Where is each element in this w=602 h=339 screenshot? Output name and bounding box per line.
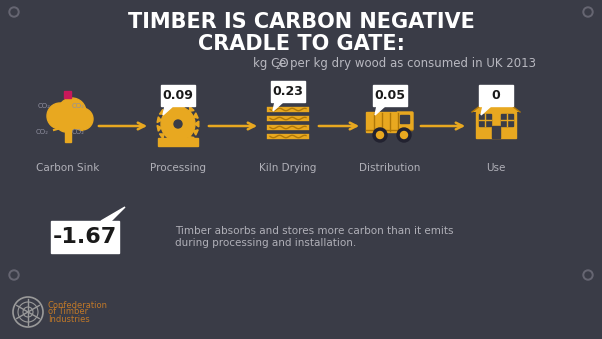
Text: -1.67: -1.67 bbox=[53, 227, 117, 247]
Polygon shape bbox=[163, 106, 173, 115]
FancyBboxPatch shape bbox=[266, 106, 310, 113]
FancyBboxPatch shape bbox=[51, 221, 119, 253]
Text: e per kg dry wood as consumed in UK 2013: e per kg dry wood as consumed in UK 2013 bbox=[279, 58, 536, 71]
Polygon shape bbox=[481, 106, 491, 115]
FancyBboxPatch shape bbox=[397, 112, 413, 130]
FancyBboxPatch shape bbox=[266, 115, 310, 122]
FancyBboxPatch shape bbox=[271, 81, 305, 102]
Bar bbox=[65, 126, 71, 142]
Text: Industries: Industries bbox=[48, 315, 90, 323]
Circle shape bbox=[583, 270, 593, 280]
Bar bbox=[64, 91, 71, 98]
Polygon shape bbox=[157, 117, 161, 122]
Circle shape bbox=[583, 7, 593, 17]
Text: 2: 2 bbox=[275, 62, 280, 71]
Text: CO₂: CO₂ bbox=[72, 129, 84, 135]
Polygon shape bbox=[173, 103, 179, 107]
Bar bbox=[501, 114, 513, 126]
Text: Distribution: Distribution bbox=[359, 163, 421, 173]
Text: during processing and installation.: during processing and installation. bbox=[175, 238, 356, 248]
FancyBboxPatch shape bbox=[479, 85, 513, 106]
Circle shape bbox=[174, 120, 182, 128]
Text: 0.05: 0.05 bbox=[374, 89, 406, 102]
Circle shape bbox=[11, 9, 17, 15]
Text: kg CO: kg CO bbox=[253, 58, 288, 71]
FancyBboxPatch shape bbox=[158, 138, 198, 146]
FancyBboxPatch shape bbox=[161, 85, 195, 106]
Bar bbox=[492, 126, 500, 138]
Circle shape bbox=[9, 7, 19, 17]
Circle shape bbox=[11, 272, 17, 278]
Circle shape bbox=[400, 132, 408, 139]
Polygon shape bbox=[182, 103, 187, 108]
Text: of Timber: of Timber bbox=[48, 307, 88, 317]
Text: 0: 0 bbox=[492, 89, 500, 102]
Text: TIMBER IS CARBON NEGATIVE: TIMBER IS CARBON NEGATIVE bbox=[128, 12, 474, 32]
Text: Confederation: Confederation bbox=[48, 300, 108, 310]
Circle shape bbox=[58, 98, 86, 126]
Polygon shape bbox=[190, 137, 194, 141]
FancyBboxPatch shape bbox=[373, 85, 407, 106]
Text: Use: Use bbox=[486, 163, 506, 173]
Polygon shape bbox=[472, 94, 520, 112]
Polygon shape bbox=[193, 113, 198, 118]
Polygon shape bbox=[195, 121, 199, 127]
Text: 0.09: 0.09 bbox=[163, 89, 193, 102]
Polygon shape bbox=[182, 140, 187, 145]
Polygon shape bbox=[101, 207, 125, 221]
Text: Kiln Drying: Kiln Drying bbox=[259, 163, 317, 173]
Polygon shape bbox=[160, 134, 164, 139]
Polygon shape bbox=[165, 104, 170, 109]
Text: 0.23: 0.23 bbox=[273, 85, 303, 98]
Polygon shape bbox=[273, 102, 283, 111]
Bar bbox=[476, 112, 516, 138]
Polygon shape bbox=[165, 139, 170, 143]
Text: Timber absorbs and stores more carbon than it emits: Timber absorbs and stores more carbon th… bbox=[175, 226, 453, 236]
Circle shape bbox=[71, 108, 93, 130]
Polygon shape bbox=[160, 109, 164, 114]
Circle shape bbox=[376, 132, 383, 139]
Text: CO₂: CO₂ bbox=[72, 103, 84, 109]
FancyBboxPatch shape bbox=[266, 124, 310, 131]
FancyBboxPatch shape bbox=[266, 133, 310, 140]
Circle shape bbox=[47, 103, 73, 129]
Circle shape bbox=[373, 128, 387, 142]
Bar bbox=[479, 114, 491, 126]
Circle shape bbox=[9, 270, 19, 280]
Text: Processing: Processing bbox=[150, 163, 206, 173]
Bar bbox=[400, 115, 409, 123]
Polygon shape bbox=[157, 125, 161, 131]
Circle shape bbox=[56, 112, 76, 132]
Polygon shape bbox=[193, 130, 198, 135]
Circle shape bbox=[585, 9, 591, 15]
Text: CRADLE TO GATE:: CRADLE TO GATE: bbox=[197, 34, 405, 54]
Text: CO₂: CO₂ bbox=[36, 129, 49, 135]
Circle shape bbox=[585, 272, 591, 278]
Circle shape bbox=[397, 128, 411, 142]
Polygon shape bbox=[375, 106, 385, 115]
Polygon shape bbox=[190, 106, 194, 112]
Text: Carbon Sink: Carbon Sink bbox=[36, 163, 100, 173]
Circle shape bbox=[161, 107, 195, 141]
Polygon shape bbox=[173, 141, 179, 145]
FancyBboxPatch shape bbox=[366, 112, 398, 132]
Text: CO₂: CO₂ bbox=[37, 103, 51, 109]
